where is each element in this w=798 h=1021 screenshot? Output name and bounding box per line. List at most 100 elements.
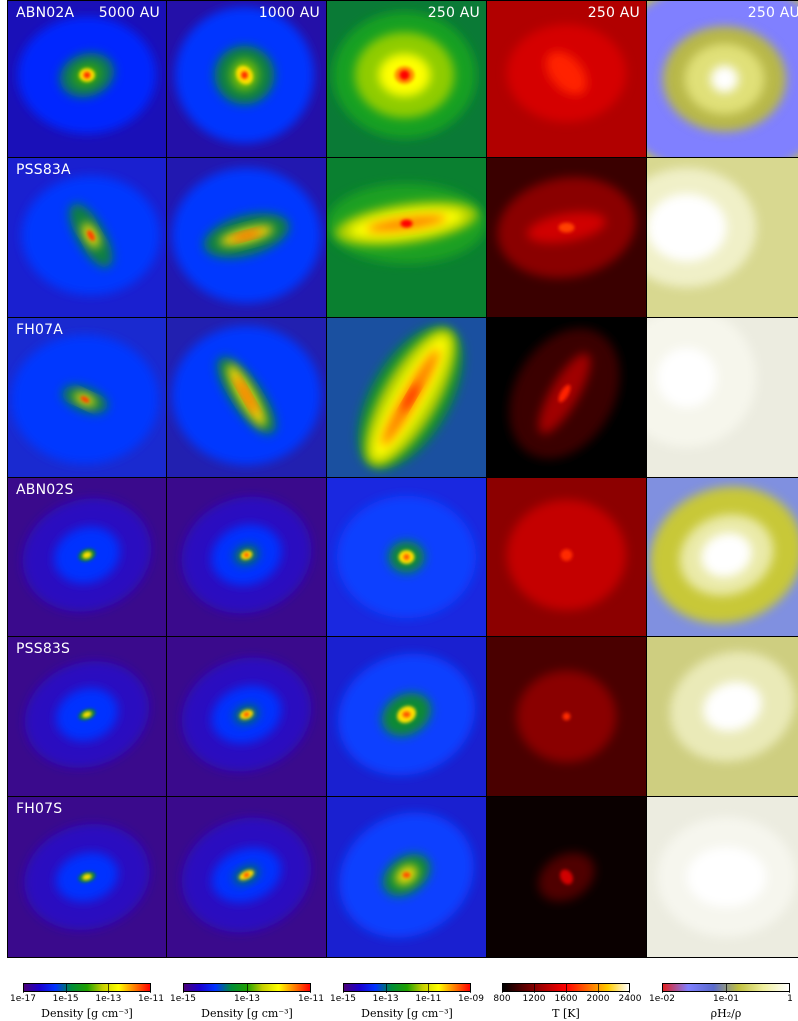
structure-layer-4 bbox=[87, 230, 95, 241]
colorbar-tick-label: 1e-09 bbox=[458, 994, 484, 1004]
structure-layer-4 bbox=[82, 873, 92, 881]
panel-abn02a-col3: 250 AU bbox=[327, 0, 487, 158]
structure-layer-4 bbox=[82, 711, 92, 718]
colorbar-tick-mark bbox=[247, 984, 248, 993]
colorbar-tick-mark bbox=[566, 984, 567, 993]
panel-image bbox=[487, 158, 646, 317]
colorbar-tick-mark bbox=[108, 984, 110, 993]
colorbar-2: 1e-15 1e-13 1e-11 Density [g cm⁻³] bbox=[170, 983, 324, 1020]
panel-pss83a-col1: PSS83A bbox=[7, 158, 167, 318]
run-label: FH07S bbox=[16, 801, 63, 817]
structure-layer-4 bbox=[402, 711, 411, 718]
panel-pss83s-col5 bbox=[647, 637, 798, 797]
colorbar-label: Density [g cm⁻³] bbox=[201, 1007, 293, 1020]
panel-image bbox=[327, 478, 486, 636]
scale-label: 5000 AU bbox=[98, 5, 160, 21]
panel-image bbox=[487, 797, 646, 957]
structure-layer-5 bbox=[83, 71, 91, 79]
colorbar-tick-mark bbox=[343, 984, 344, 993]
panel-pss83s-col3 bbox=[327, 637, 487, 797]
colorbar-tick-mark bbox=[726, 984, 727, 993]
colorbar-tick-mark bbox=[598, 984, 599, 993]
colorbar-tick-label: 1 bbox=[787, 994, 793, 1004]
colorbar-tick-mark bbox=[502, 984, 503, 993]
panel-image bbox=[8, 637, 166, 796]
panel-image bbox=[327, 1, 486, 157]
colorbar-tick-mark bbox=[470, 984, 471, 993]
panel-pss83s-col4 bbox=[487, 637, 647, 797]
colorbar-tick-label: 1e-15 bbox=[52, 994, 79, 1004]
colorbar-label: Density [g cm⁻³] bbox=[41, 1007, 133, 1020]
panel-image bbox=[647, 318, 798, 477]
panel-image bbox=[327, 158, 486, 317]
colorbar-tick-label: 1e-11 bbox=[298, 994, 324, 1004]
structure-layer-2 bbox=[656, 347, 717, 408]
colorbar-tick-mark bbox=[385, 984, 387, 993]
structure-layer-4 bbox=[82, 551, 92, 559]
structure-layer-4 bbox=[231, 230, 262, 241]
colorbar-tick-label: 1e-13 bbox=[95, 994, 122, 1004]
colorbar-tick-label: 1600 bbox=[554, 994, 578, 1004]
structure-layer-4 bbox=[402, 872, 411, 878]
panel-pss83a-col4 bbox=[487, 158, 647, 318]
colorbar-tick-mark bbox=[789, 984, 790, 993]
structure-layer-5 bbox=[244, 553, 249, 557]
panel-image bbox=[8, 158, 166, 317]
panel-abn02s-col2 bbox=[167, 478, 327, 637]
colorbar-tick-mark bbox=[23, 984, 24, 993]
colorbar-tick-label: 2400 bbox=[618, 994, 642, 1004]
panel-image bbox=[167, 478, 326, 636]
structure-layer-5 bbox=[241, 71, 248, 79]
colorbar-tick-label: 1e-17 bbox=[10, 994, 36, 1004]
colorbar-tick-label: 800 bbox=[493, 994, 511, 1004]
panel-image bbox=[8, 797, 166, 957]
panel-image bbox=[327, 637, 486, 796]
structure-layer-5 bbox=[399, 70, 410, 80]
figure-grid: 5000 AU ABN02A 1000 AU 250 AU 250 AU 250 AU PS… bbox=[7, 0, 798, 958]
panel-abn02s-col4 bbox=[487, 478, 647, 637]
colorbar-gradient bbox=[343, 983, 471, 992]
panel-abn02a-col5: 250 AU bbox=[647, 0, 798, 158]
panel-image bbox=[647, 158, 798, 317]
panel-abn02s-col5 bbox=[647, 478, 798, 637]
panel-fh07s-col3 bbox=[327, 797, 487, 958]
structure-layer-2 bbox=[545, 51, 588, 96]
structure-layer-4 bbox=[710, 65, 739, 93]
structure-layer-5 bbox=[243, 872, 250, 878]
panel-image bbox=[167, 318, 326, 477]
colorbar-tick-mark bbox=[310, 984, 311, 993]
colorbar-tick-mark bbox=[150, 984, 151, 993]
panel-fh07a-col5 bbox=[647, 318, 798, 478]
panel-image bbox=[8, 318, 166, 477]
panel-image bbox=[647, 1, 798, 157]
panel-fh07a-col3 bbox=[327, 318, 487, 478]
colorbar-tick-mark bbox=[183, 984, 184, 993]
structure-layer-2 bbox=[559, 869, 574, 885]
scale-label: 250 AU bbox=[587, 5, 640, 21]
panel-image bbox=[487, 318, 646, 477]
colorbar-tick-mark bbox=[428, 984, 430, 993]
panel-pss83s-col2 bbox=[167, 637, 327, 797]
run-label: PSS83A bbox=[16, 162, 71, 178]
colorbar-tick-label: 1200 bbox=[522, 994, 546, 1004]
panel-image bbox=[327, 797, 486, 957]
colorbar-tick-mark bbox=[662, 984, 663, 993]
panel-fh07a-col1: FH07A bbox=[7, 318, 167, 478]
colorbar-tick-label: 2000 bbox=[586, 994, 610, 1004]
colorbar-tick-label: 1e-13 bbox=[234, 994, 260, 1004]
panel-pss83a-col3 bbox=[327, 158, 487, 318]
panel-image bbox=[167, 158, 326, 317]
colorbar-5: 1e-02 1e-01 1 ρH₂/ρ bbox=[649, 983, 793, 1020]
panel-fh07s-col1: FH07S bbox=[7, 797, 167, 958]
panel-abn02a-col1: 5000 AU ABN02A bbox=[7, 0, 167, 158]
run-label: ABN02S bbox=[16, 482, 74, 498]
structure-layer-2 bbox=[562, 712, 571, 721]
structure-layer-2 bbox=[560, 549, 573, 561]
panel-pss83a-col2 bbox=[167, 158, 327, 318]
panel-image bbox=[8, 1, 166, 157]
colorbar-3: 1e-15 1e-13 1e-11 1e-09 Density [g cm⁻³] bbox=[330, 983, 484, 1020]
colorbar-tick-mark bbox=[629, 984, 630, 993]
colorbar-4: 800 1200 1600 2000 2400 T [K] bbox=[493, 983, 641, 1020]
panel-fh07a-col4 bbox=[487, 318, 647, 478]
panel-pss83a-col5 bbox=[647, 158, 798, 318]
